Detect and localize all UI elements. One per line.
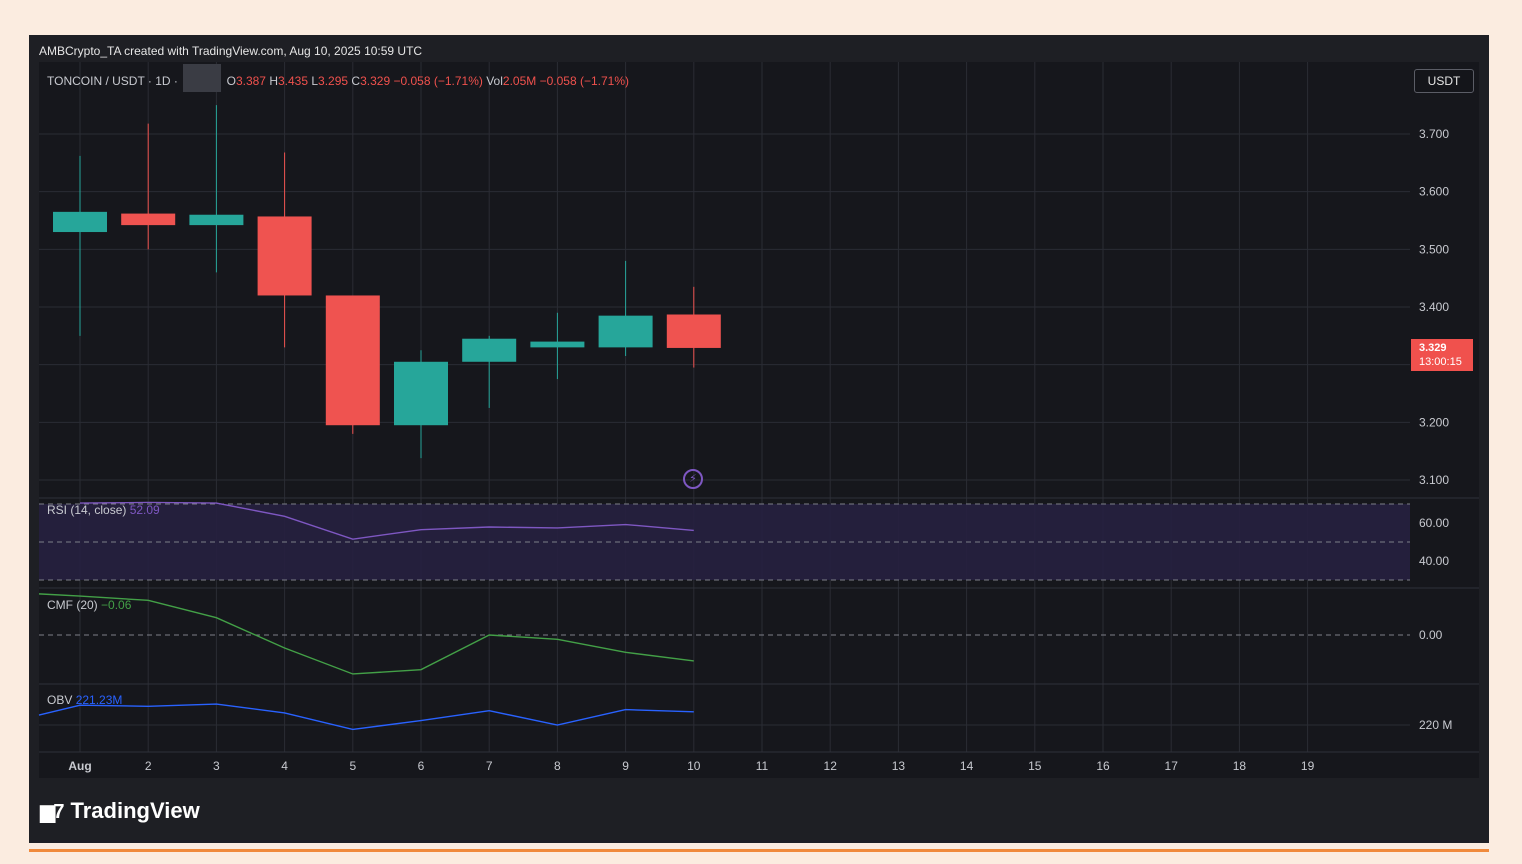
symbol-name[interactable]: TONCOIN / USDT · 1D · bbox=[47, 74, 178, 89]
candle-body bbox=[257, 216, 312, 296]
ohlc-legend: TONCOIN / USDT · 1D · O3.387 H3.435 L3.2… bbox=[47, 64, 630, 92]
rsi-axis-tick: 60.00 bbox=[1419, 516, 1449, 530]
currency-button[interactable]: USDT bbox=[1414, 69, 1474, 93]
plot-area bbox=[39, 62, 1479, 778]
cmf-legend[interactable]: CMF (20) −0.06 bbox=[47, 598, 131, 612]
chart-credit: AMBCrypto_TA created with TradingView.co… bbox=[39, 44, 423, 58]
candle-body bbox=[666, 314, 721, 348]
low-label: L bbox=[311, 74, 319, 89]
time-axis-tick: 8 bbox=[554, 759, 561, 773]
candle-body bbox=[121, 213, 176, 226]
logo-text: TradingView bbox=[70, 798, 200, 823]
time-axis-tick: 19 bbox=[1301, 759, 1315, 773]
time-axis-tick: Aug bbox=[68, 759, 91, 773]
time-axis-tick: 2 bbox=[145, 759, 152, 773]
close-label: C bbox=[351, 74, 361, 89]
rsi-legend[interactable]: RSI (14, close) 52.09 bbox=[47, 503, 160, 517]
candle-body bbox=[462, 338, 517, 362]
time-axis-tick: 7 bbox=[486, 759, 493, 773]
candle-body bbox=[598, 315, 653, 348]
cmf-line bbox=[38, 593, 694, 675]
price-axis-tick: 3.700 bbox=[1419, 127, 1449, 141]
time-axis-tick: 12 bbox=[824, 759, 838, 773]
price-axis-tick: 3.200 bbox=[1419, 415, 1449, 429]
time-axis-tick: 3 bbox=[213, 759, 220, 773]
time-axis-tick: 5 bbox=[349, 759, 356, 773]
last-price: 3.329 bbox=[1419, 342, 1447, 354]
lightning-icon[interactable]: ⚡ bbox=[683, 469, 703, 489]
vol-value: 2.05M bbox=[502, 74, 537, 89]
time-axis-tick: 9 bbox=[622, 759, 629, 773]
cmf-name: CMF (20) bbox=[47, 598, 98, 612]
obv-axis-tick: 220 M bbox=[1419, 718, 1452, 732]
time-axis-tick: 15 bbox=[1028, 759, 1042, 773]
time-axis-tick: 11 bbox=[756, 759, 769, 773]
cmf-value: −0.06 bbox=[101, 598, 132, 612]
time-axis-tick: 13 bbox=[892, 759, 906, 773]
candle-body bbox=[530, 341, 585, 348]
obv-value: 221.23M bbox=[75, 693, 123, 707]
open-label: O bbox=[226, 74, 236, 89]
accent-line bbox=[29, 849, 1489, 852]
time-axis-tick: 6 bbox=[418, 759, 425, 773]
high-value: 3.435 bbox=[277, 74, 309, 89]
obv-line bbox=[38, 703, 694, 731]
tv-mark-icon: ▆7 bbox=[40, 801, 64, 823]
time-axis-tick: 18 bbox=[1233, 759, 1247, 773]
time-axis-tick: 10 bbox=[687, 759, 701, 773]
obv-legend[interactable]: OBV 221.23M bbox=[47, 693, 122, 707]
price-axis-tick: 3.600 bbox=[1419, 185, 1449, 199]
time-axis-tick: 14 bbox=[960, 759, 974, 773]
close-value: 3.329 bbox=[360, 74, 391, 89]
vol-label: Vol bbox=[486, 74, 503, 89]
vol-change-value: −0.058 (−1.71%) bbox=[539, 74, 630, 89]
open-value: 3.387 bbox=[235, 74, 266, 89]
rsi-value: 52.09 bbox=[129, 503, 160, 517]
change-value: −0.058 (−1.71%) bbox=[393, 74, 483, 89]
rsi-axis-tick: 40.00 bbox=[1419, 554, 1449, 568]
cmf-axis-tick: 0.00 bbox=[1419, 628, 1443, 642]
price-axis-tick: 3.500 bbox=[1419, 242, 1449, 256]
candle-body bbox=[53, 211, 107, 233]
last-price-tag: 3.329 13:00:15 bbox=[1411, 339, 1473, 371]
low-value: 3.295 bbox=[318, 74, 349, 89]
high-label: H bbox=[269, 74, 278, 89]
time-axis-tick: 17 bbox=[1165, 759, 1179, 773]
price-axis-tick: 3.100 bbox=[1419, 473, 1449, 487]
rsi-name: RSI (14, close) bbox=[47, 503, 127, 517]
rsi-line bbox=[79, 501, 694, 540]
candle-body bbox=[189, 214, 244, 226]
time-axis-tick: 16 bbox=[1096, 759, 1110, 773]
tradingview-logo: ▆7 TradingView bbox=[40, 798, 200, 824]
obv-name: OBV bbox=[47, 693, 73, 707]
price-axis-tick: 3.400 bbox=[1419, 300, 1449, 314]
candle-body bbox=[394, 361, 448, 426]
bar-countdown: 13:00:15 bbox=[1419, 356, 1462, 368]
time-axis-tick: 4 bbox=[281, 759, 288, 773]
candle-body bbox=[325, 295, 380, 426]
redaction-block bbox=[183, 64, 222, 92]
